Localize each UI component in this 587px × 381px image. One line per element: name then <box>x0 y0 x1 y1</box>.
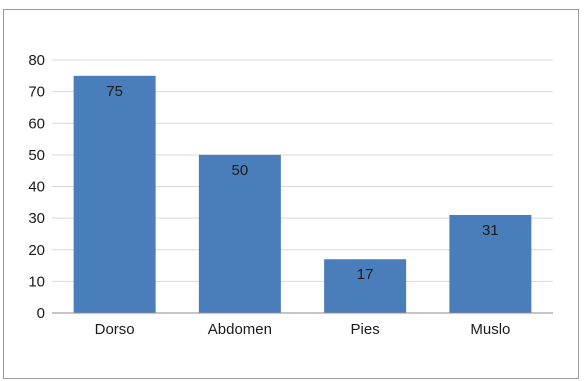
x-tick-label: Abdomen <box>208 321 272 338</box>
x-tick-label: Dorso <box>95 321 135 338</box>
data-label: 50 <box>232 162 249 179</box>
y-tick-label: 60 <box>28 115 45 132</box>
data-label: 17 <box>357 266 374 283</box>
data-label: 75 <box>106 83 123 100</box>
data-label: 31 <box>482 222 499 239</box>
bar <box>324 259 407 313</box>
y-tick-label: 30 <box>28 210 45 227</box>
x-tick-label: Muslo <box>470 321 510 338</box>
y-tick-label: 80 <box>28 52 45 69</box>
y-tick-label: 40 <box>28 179 45 196</box>
y-tick-label: 50 <box>28 147 45 164</box>
y-tick-label: 70 <box>28 84 45 101</box>
y-tick-label: 0 <box>37 305 45 322</box>
y-tick-label: 20 <box>28 242 45 259</box>
bar <box>449 214 532 313</box>
bar <box>198 154 281 313</box>
bar <box>73 75 156 313</box>
x-tick-label: Pies <box>351 321 380 338</box>
y-tick-label: 10 <box>28 273 45 290</box>
